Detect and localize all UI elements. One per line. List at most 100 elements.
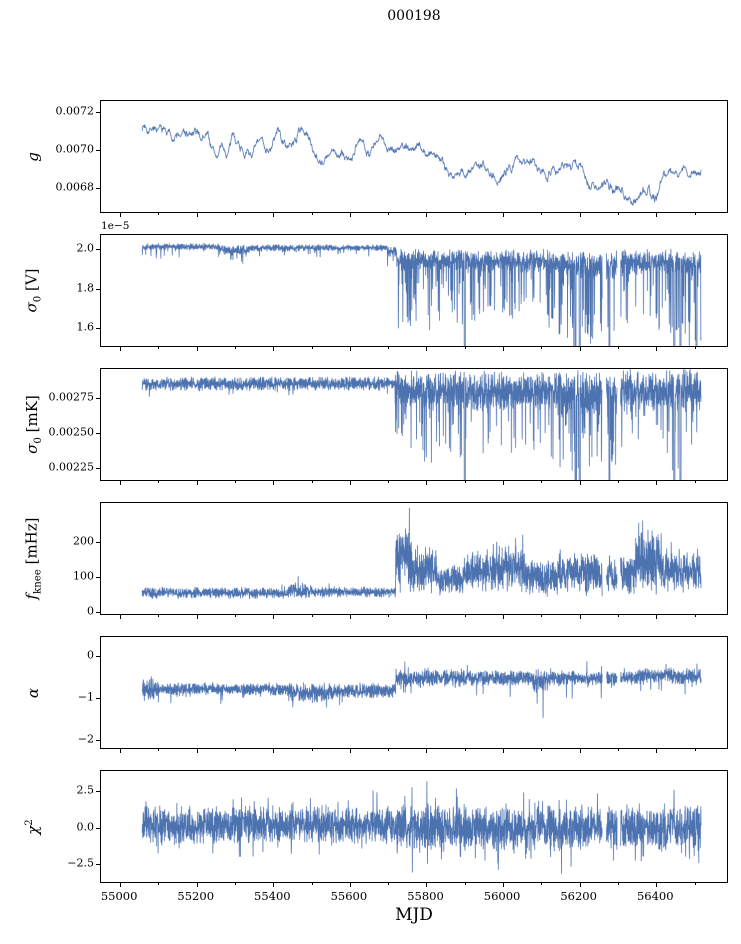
x-tick-mark [580,346,581,351]
x-minor-tick-mark [541,882,542,885]
x-minor-tick-mark [235,480,236,483]
y-tick-mark [96,542,101,543]
x-axis-label: MJD [395,905,433,925]
y-tick-labels: 0.00225 0.00250 0.00275 [0,368,95,481]
x-minor-tick-mark [158,614,159,617]
x-minor-tick-mark [388,882,389,885]
y-tick-mark [96,112,101,113]
x-tick-mark [656,346,657,351]
x-minor-tick-mark [158,748,159,751]
x-tick-mark [120,614,121,619]
y-tick-mark [96,791,101,792]
x-minor-tick-mark [158,346,159,349]
y-tick-mark [96,249,101,250]
x-tick-mark [426,480,427,485]
x-minor-tick-mark [235,212,236,215]
x-tick-mark [656,882,657,887]
x-minor-tick-mark [695,212,696,215]
figure-title: 000198 [387,8,441,24]
plot-area-sigma0_mK [96,368,728,485]
y-tick-label: 1.8 [76,281,95,295]
x-minor-tick-mark [695,480,696,483]
x-minor-tick-mark [158,882,159,885]
x-tick-mark [350,882,351,887]
x-tick-mark [503,614,504,619]
x-minor-tick-mark [312,882,313,885]
x-minor-tick-mark [695,614,696,617]
y-tick-labels: −2 −1 0 [0,636,94,749]
x-tick-label: 56000 [483,889,521,903]
x-tick-mark [273,882,274,887]
x-axis: MJD 55000 55200 55400 55600 55800 56000 56200 5… [100,887,728,937]
x-tick-mark [503,748,504,753]
x-minor-tick-mark [541,346,542,349]
plot-area-alpha [96,636,728,753]
x-tick-mark [350,212,351,217]
x-tick-mark [273,748,274,753]
x-minor-tick-mark [388,212,389,215]
x-minor-tick-mark [312,346,313,349]
y-tick-mark [96,289,101,290]
x-tick-mark [503,212,504,217]
x-tick-mark [426,212,427,217]
x-tick-mark [580,882,581,887]
plot-area-sigma0_V: 1e−5 [96,220,728,351]
x-minor-tick-mark [465,480,466,483]
x-tick-mark [426,614,427,619]
x-minor-tick-mark [618,346,619,349]
x-minor-tick-mark [618,748,619,751]
x-minor-tick-mark [235,346,236,349]
x-minor-tick-mark [158,212,159,215]
y-tick-label: 0.0070 [55,142,95,156]
panel-sigma0_V: σ0 [V] 1.6 1.8 2.0 1e−5 [0,220,741,351]
x-tick-mark [350,480,351,485]
x-tick-mark [350,346,351,351]
x-minor-tick-mark [312,748,313,751]
x-tick-mark [656,480,657,485]
x-tick-mark [120,346,121,351]
y-tick-label: 0.00275 [48,390,95,404]
y-tick-mark [96,740,101,741]
x-minor-tick-mark [695,882,696,885]
x-tick-mark [197,480,198,485]
y-tick-label: 0.0068 [55,180,95,194]
x-tick-mark [503,882,504,887]
y-tick-mark [96,150,101,151]
x-tick-mark [273,614,274,619]
x-tick-label: 56400 [636,889,674,903]
panel-fknee: fknee [mHz] 0 100 200 [0,502,741,619]
panel-g: g 0.0068 0.0070 0.0072 [0,100,741,217]
y-tick-mark [96,864,101,865]
x-minor-tick-mark [618,614,619,617]
x-tick-mark [580,748,581,753]
plot-area-chi2 [96,770,728,887]
x-minor-tick-mark [618,480,619,483]
x-minor-tick-mark [388,480,389,483]
x-minor-tick-mark [695,748,696,751]
y-tick-label: −2 [77,732,94,746]
x-tick-label: 55600 [330,889,368,903]
x-minor-tick-mark [695,346,696,349]
x-tick-label: 55400 [254,889,291,903]
y-tick-label: 0.0 [76,820,95,833]
y-tick-label: 0 [87,648,94,662]
x-tick-mark [120,748,121,753]
y-axis-offset-text: 1e−5 [101,220,130,232]
x-minor-tick-mark [465,614,466,617]
y-tick-mark [96,468,101,469]
x-minor-tick-mark [541,212,542,215]
y-tick-mark [96,828,101,829]
x-minor-tick-mark [388,748,389,751]
x-tick-label: 55200 [177,889,215,903]
y-tick-labels: 0.0068 0.0070 0.0072 [0,100,95,213]
y-tick-label: 0.00225 [48,460,95,474]
x-minor-tick-mark [541,480,542,483]
x-minor-tick-mark [541,614,542,617]
x-tick-mark [273,212,274,217]
x-tick-mark [580,480,581,485]
x-tick-mark [350,614,351,619]
y-tick-label: 0.0072 [55,104,95,118]
x-tick-mark [656,614,657,619]
x-tick-mark [503,480,504,485]
